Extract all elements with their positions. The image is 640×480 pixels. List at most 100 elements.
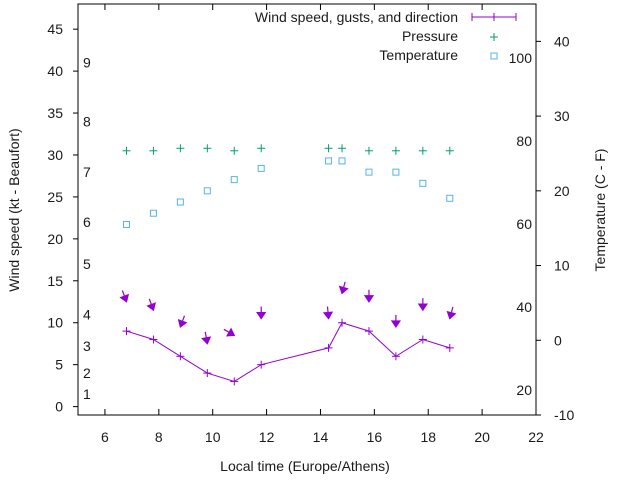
arrow-head <box>363 295 375 303</box>
pressure-point <box>176 144 185 153</box>
temperature-point <box>365 168 373 176</box>
gust-direction-arrow <box>177 315 188 328</box>
beaufort-labels: 1 2 3 4 5 6 7 8 9 <box>83 55 91 402</box>
y-tick-label: 0 <box>55 399 63 415</box>
pressure-point <box>418 146 427 155</box>
fahrenheit-label: 60 <box>516 216 532 232</box>
y2-axis-ticks: -10 0 10 20 30 40 <box>536 33 574 423</box>
pressure-point <box>364 146 373 155</box>
x-tick-label: 10 <box>205 429 221 445</box>
y2-tick-label: 10 <box>554 258 570 274</box>
beaufort-label: 6 <box>83 214 91 230</box>
temperature-point <box>176 198 184 206</box>
gust-direction-arrow <box>119 290 130 303</box>
y2-axis-label: Temperature (C - F) <box>592 149 608 272</box>
arrow-head <box>225 327 236 337</box>
pressure-point <box>203 144 212 153</box>
temperature-point <box>446 194 454 202</box>
x-tick-label: 14 <box>313 429 329 445</box>
y2-tick-label: 30 <box>554 108 570 124</box>
arrow-head <box>446 310 457 320</box>
legend-label-temperature: Temperature <box>379 47 458 63</box>
beaufort-label: 4 <box>83 306 91 322</box>
x-axis-label: Local time (Europe/Athens) <box>220 458 390 474</box>
y2-tick-label: 40 <box>554 33 570 49</box>
y-axis-ticks: 0 5 10 15 20 25 30 35 40 45 <box>47 21 78 415</box>
arrow-head <box>201 336 212 345</box>
x-tick-label: 12 <box>259 429 275 445</box>
gust-direction-arrow <box>146 298 156 312</box>
gust-direction-arrow <box>417 298 428 312</box>
wind-speed-point <box>230 377 239 386</box>
gust-direction-arrow <box>363 289 375 303</box>
fahrenheit-label: 80 <box>516 133 532 149</box>
arrow-head <box>390 320 402 329</box>
arrow-head <box>338 285 349 295</box>
pressure-point <box>257 144 266 153</box>
gust-direction-arrow <box>223 327 236 337</box>
y-axis-label: Wind speed (kt - Beaufort) <box>6 128 22 291</box>
legend-label-pressure: Pressure <box>402 28 458 44</box>
beaufort-label: 5 <box>83 256 91 272</box>
beaufort-label: 3 <box>83 338 91 354</box>
wind-speed-point <box>324 343 333 352</box>
pressure-point <box>391 146 400 155</box>
x-tick-label: 18 <box>420 429 436 445</box>
x-tick-label: 20 <box>474 429 490 445</box>
wind-speed-point <box>364 327 373 336</box>
fahrenheit-labels: 20 40 60 80 100 <box>509 50 533 398</box>
y-tick-label: 25 <box>47 189 63 205</box>
pressure-point <box>230 146 239 155</box>
y-tick-label: 10 <box>47 315 63 331</box>
y-tick-label: 20 <box>47 231 63 247</box>
wind-speed-point <box>149 335 158 344</box>
y-tick-label: 40 <box>47 63 63 79</box>
temperature-point <box>230 176 238 184</box>
beaufort-label: 7 <box>83 164 91 180</box>
pressure-point <box>122 146 131 155</box>
wind-speed-point <box>176 352 185 361</box>
legend: Wind speed, gusts, and direction Pressur… <box>255 9 517 63</box>
beaufort-label: 8 <box>83 113 91 129</box>
gust-direction-arrow <box>338 281 349 295</box>
wind-speed-point <box>122 327 131 336</box>
arrow-head <box>322 311 334 320</box>
wind-speed-point <box>203 369 212 378</box>
pressure-point <box>149 146 158 155</box>
fahrenheit-label: 100 <box>509 50 533 66</box>
y-tick-label: 30 <box>47 147 63 163</box>
wind-speed-line <box>126 322 450 382</box>
arrow-head <box>417 303 428 312</box>
wind-speed-point <box>338 318 347 327</box>
y-tick-label: 45 <box>47 21 63 37</box>
wind-speed-point <box>445 343 454 352</box>
temperature-point <box>257 164 265 172</box>
beaufort-label: 9 <box>83 55 91 71</box>
gust-direction-arrow <box>390 314 402 329</box>
beaufort-label: 1 <box>83 386 91 402</box>
plot-frame <box>77 3 537 416</box>
gust-direction-arrow <box>446 306 457 320</box>
legend-label-wind: Wind speed, gusts, and direction <box>255 9 458 25</box>
legend-swatch-temperature <box>490 52 498 60</box>
y-tick-label: 5 <box>55 357 63 373</box>
series-layer <box>119 144 457 386</box>
pressure-point <box>324 144 333 153</box>
temperature-point <box>338 157 346 165</box>
arrow-head <box>119 293 130 303</box>
x-tick-label: 6 <box>101 429 109 445</box>
gust-direction-arrow <box>256 306 267 320</box>
y-tick-label: 15 <box>47 273 63 289</box>
x-tick-label: 16 <box>367 429 383 445</box>
y2-tick-label: 20 <box>554 183 570 199</box>
gust-direction-arrow <box>322 306 334 320</box>
temperature-point <box>149 209 157 217</box>
x-axis-ticks: 6 8 10 12 14 16 18 20 22 <box>101 4 544 445</box>
temperature-point <box>122 220 130 228</box>
temperature-point <box>392 168 400 176</box>
pressure-point <box>338 144 347 153</box>
temperature-point <box>325 157 333 165</box>
y2-tick-label: -10 <box>554 407 574 423</box>
fahrenheit-label: 20 <box>516 382 532 398</box>
